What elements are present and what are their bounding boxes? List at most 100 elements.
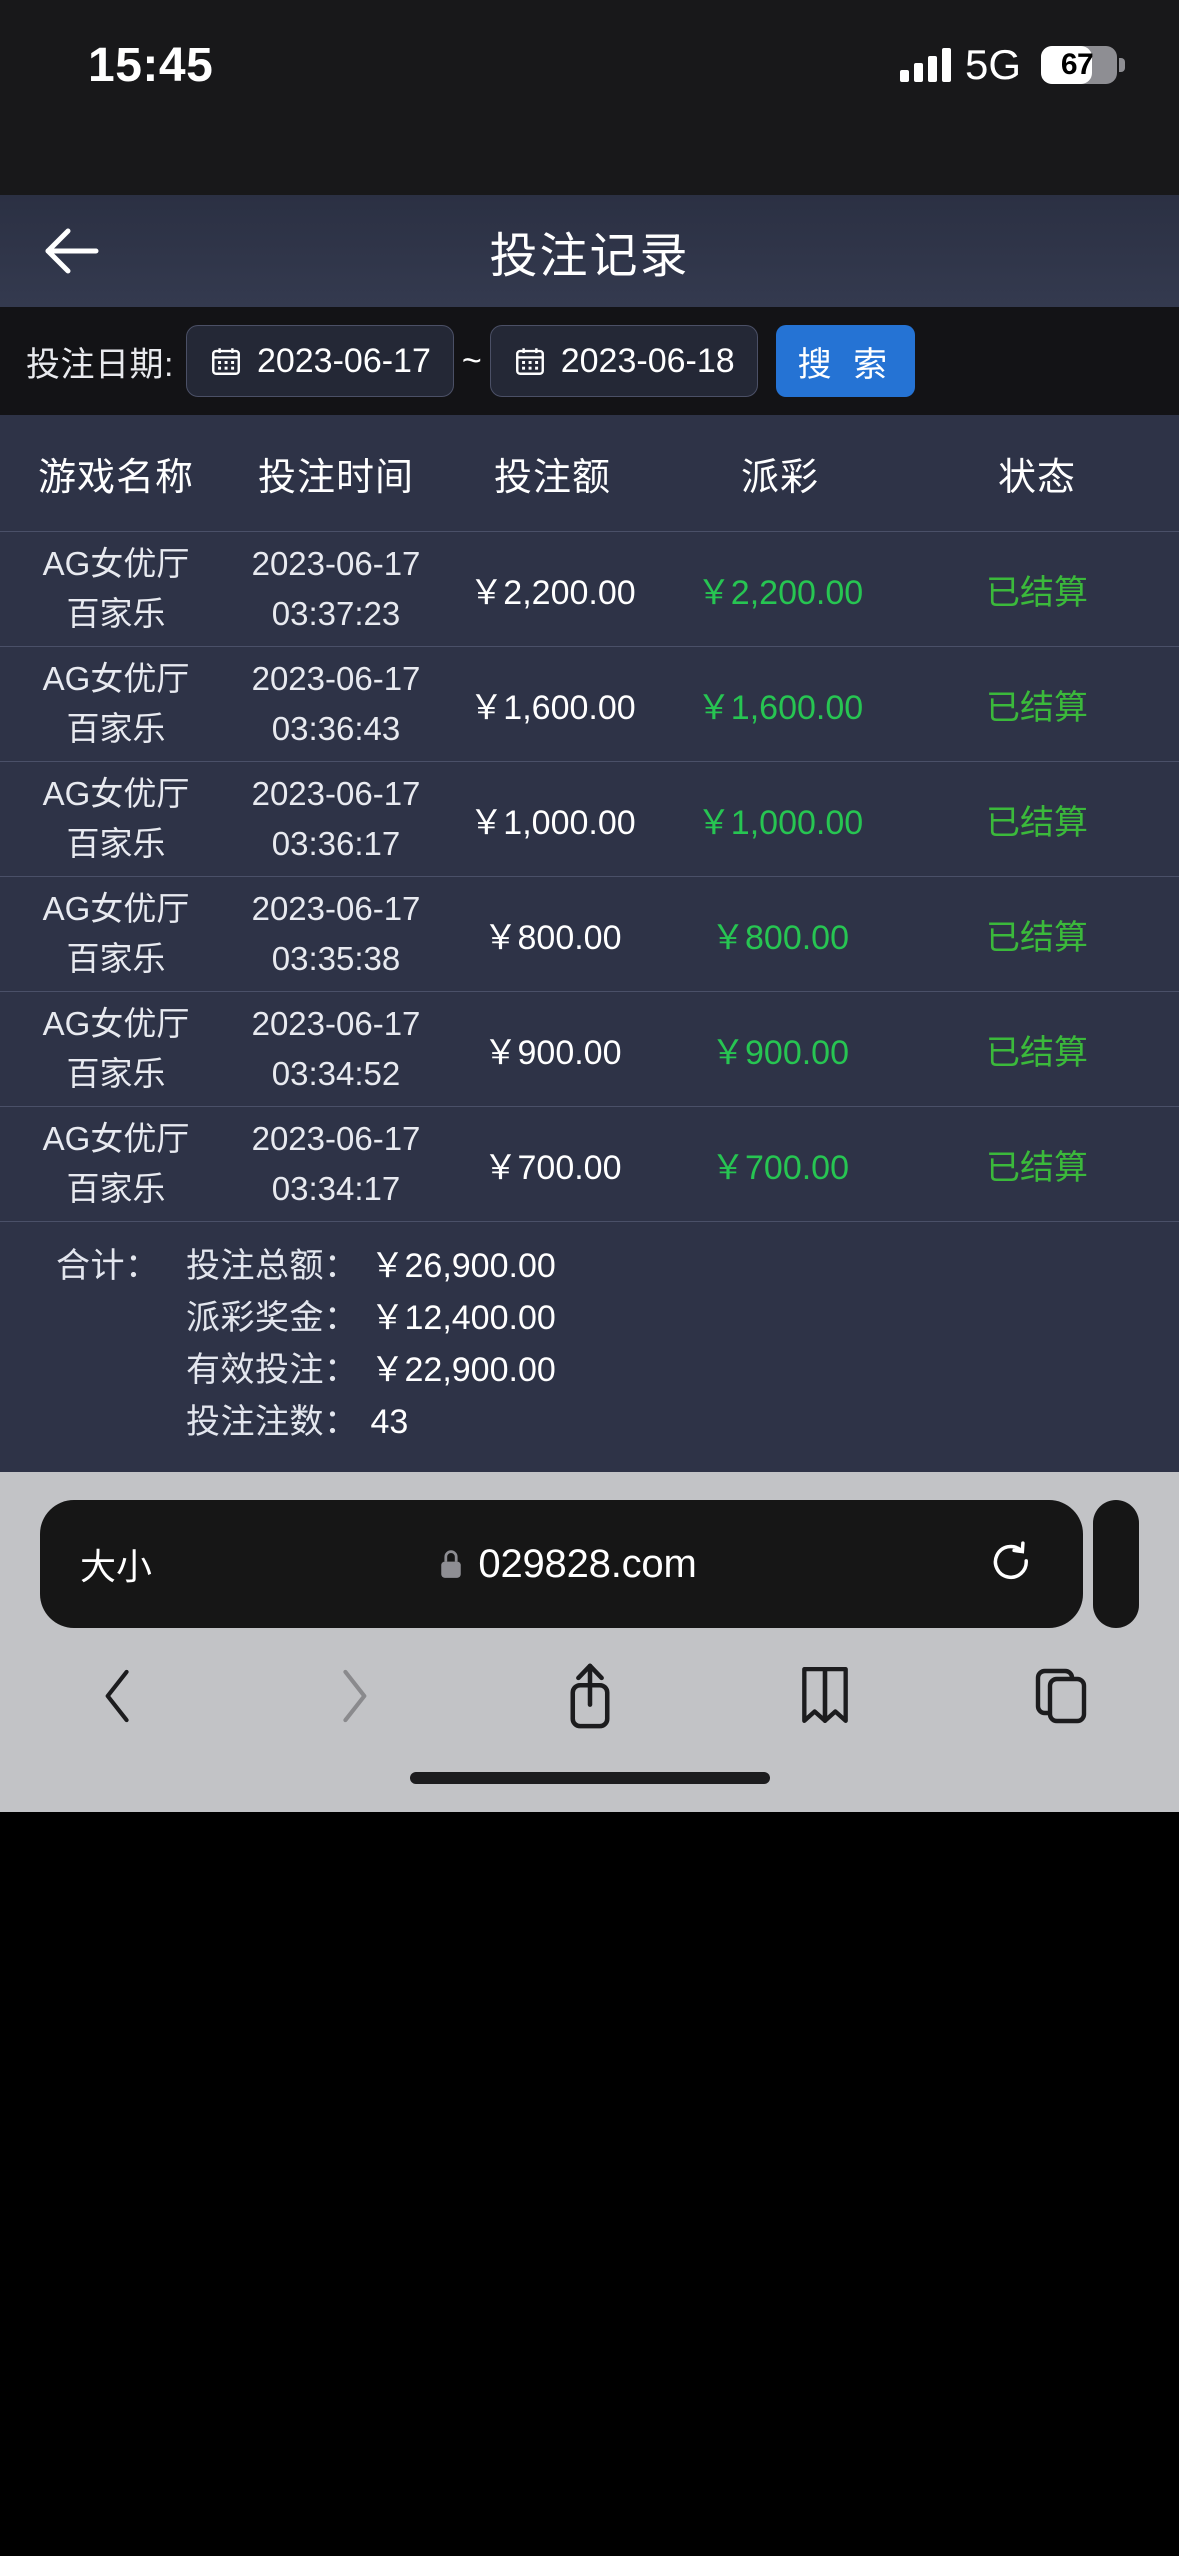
bet-time: 03:36:17 bbox=[271, 825, 401, 862]
table-row[interactable]: AG女优厅 百家乐 2023-06-17 03:36:43 ￥1,600.00 … bbox=[0, 647, 1179, 762]
status-badge: 已结算 bbox=[986, 1148, 1088, 1187]
share-icon[interactable] bbox=[544, 1654, 636, 1738]
game-hall: AG女优厅 bbox=[42, 1119, 190, 1157]
bet-date: 2023-06-17 bbox=[251, 1119, 421, 1157]
game-type: 百家乐 bbox=[66, 1170, 166, 1207]
address-bar[interactable]: 大小 029828.com bbox=[40, 1500, 1083, 1628]
bet-amount: ￥700.00 bbox=[483, 1148, 622, 1187]
table-row[interactable]: AG女优厅 百家乐 2023-06-17 03:36:17 ￥1,000.00 … bbox=[0, 762, 1179, 877]
game-type: 百家乐 bbox=[66, 825, 166, 862]
cell-time: 2023-06-17 03:37:23 bbox=[232, 539, 440, 639]
book-icon[interactable] bbox=[779, 1654, 871, 1738]
cell-status: 已结算 bbox=[895, 565, 1179, 614]
date-from-input[interactable]: 2023-06-17 bbox=[185, 325, 454, 397]
bet-time: 03:34:52 bbox=[271, 1055, 401, 1092]
status-badge: 已结算 bbox=[986, 918, 1088, 957]
page-title: 投注记录 bbox=[489, 230, 690, 283]
game-type: 百家乐 bbox=[66, 940, 166, 977]
table-row[interactable]: AG女优厅 百家乐 2023-06-17 03:35:38 ￥800.00 ￥8… bbox=[0, 877, 1179, 992]
summary-row: 投注注数： 43 bbox=[56, 1394, 1179, 1446]
filter-bar: 投注日期: 2023-06-17 ~ 2023-06-18 搜 索 bbox=[0, 307, 1179, 415]
safari-browser-chrome: 大小 029828.com bbox=[0, 1472, 1179, 1812]
summary-value-valid-bet: ￥22,900.00 bbox=[370, 1351, 556, 1389]
cell-game: AG女优厅 百家乐 bbox=[0, 884, 232, 984]
bet-amount: ￥2,200.00 bbox=[469, 573, 636, 612]
status-badge: 已结算 bbox=[986, 803, 1088, 842]
cell-status: 已结算 bbox=[895, 680, 1179, 729]
chevron-left-icon[interactable] bbox=[72, 1654, 164, 1738]
status-indicators: 5G 67 bbox=[899, 41, 1125, 89]
browser-toolbar bbox=[0, 1628, 1179, 1738]
date-filter-label: 投注日期: bbox=[26, 345, 174, 384]
cell-amount: ￥800.00 bbox=[440, 910, 665, 959]
cell-time: 2023-06-17 03:34:17 bbox=[232, 1114, 440, 1214]
game-hall: AG女优厅 bbox=[42, 544, 190, 582]
cell-payout: ￥700.00 bbox=[665, 1140, 895, 1189]
bet-amount: ￥800.00 bbox=[483, 918, 622, 957]
cell-time: 2023-06-17 03:35:38 bbox=[232, 884, 440, 984]
summary-value-total-bet: ￥26,900.00 bbox=[370, 1247, 556, 1285]
column-header-payout: 派彩 bbox=[740, 456, 819, 499]
column-header-game: 游戏名称 bbox=[37, 456, 194, 499]
bet-date: 2023-06-17 bbox=[251, 544, 421, 582]
page-header: 投注记录 bbox=[0, 195, 1179, 307]
bet-amount: ￥1,600.00 bbox=[469, 688, 636, 727]
status-time: 15:45 bbox=[88, 38, 214, 92]
payout-amount: ￥1,000.00 bbox=[696, 803, 864, 842]
back-arrow-icon[interactable] bbox=[36, 215, 108, 287]
summary-row: 有效投注： ￥22,900.00 bbox=[56, 1342, 1179, 1394]
table-row[interactable]: AG女优厅 百家乐 2023-06-17 03:34:17 ￥700.00 ￥7… bbox=[0, 1107, 1179, 1222]
adjacent-tab-edge[interactable] bbox=[1093, 1500, 1139, 1628]
summary-panel: 合计： 投注总额： ￥26,900.00 派彩奖金： ￥12,400.00 有效… bbox=[0, 1222, 1179, 1472]
cell-status: 已结算 bbox=[895, 910, 1179, 959]
bet-time: 03:35:38 bbox=[271, 940, 401, 977]
cell-status: 已结算 bbox=[895, 1140, 1179, 1189]
column-header-status: 状态 bbox=[997, 456, 1076, 499]
cell-game: AG女优厅 百家乐 bbox=[0, 654, 232, 754]
cell-status: 已结算 bbox=[895, 1025, 1179, 1074]
url-display: 029828.com bbox=[152, 1542, 983, 1587]
payout-amount: ￥2,200.00 bbox=[696, 573, 864, 612]
tabs-icon[interactable] bbox=[1015, 1654, 1107, 1738]
game-hall: AG女优厅 bbox=[42, 659, 190, 697]
chevron-right-icon bbox=[308, 1654, 400, 1738]
bet-time: 03:34:17 bbox=[271, 1170, 401, 1207]
date-from-value: 2023-06-17 bbox=[256, 341, 431, 380]
payout-amount: ￥1,600.00 bbox=[696, 688, 864, 727]
battery-percent-label: 67 bbox=[1060, 48, 1094, 81]
cell-amount: ￥700.00 bbox=[440, 1140, 665, 1189]
column-header-time: 投注时间 bbox=[257, 456, 414, 499]
search-button[interactable]: 搜 索 bbox=[775, 325, 916, 397]
reload-icon[interactable] bbox=[983, 1540, 1043, 1588]
table-row[interactable]: AG女优厅 百家乐 2023-06-17 03:34:52 ￥900.00 ￥9… bbox=[0, 992, 1179, 1107]
signal-bars-icon bbox=[899, 48, 951, 82]
battery-icon: 67 bbox=[1041, 46, 1125, 84]
bet-date: 2023-06-17 bbox=[251, 1004, 421, 1042]
game-type: 百家乐 bbox=[66, 710, 166, 747]
cell-game: AG女优厅 百家乐 bbox=[0, 1114, 232, 1214]
ios-status-bar: 15:45 5G 67 bbox=[0, 0, 1179, 112]
summary-key-payout: 派彩奖金： bbox=[186, 1299, 359, 1337]
cell-time: 2023-06-17 03:34:52 bbox=[232, 999, 440, 1099]
status-bar-spacer bbox=[0, 112, 1179, 195]
bet-time: 03:36:43 bbox=[271, 710, 401, 747]
page-settings-button[interactable]: 大小 bbox=[80, 1546, 153, 1587]
date-to-input[interactable]: 2023-06-18 bbox=[489, 325, 758, 397]
table-row[interactable]: AG女优厅 百家乐 2023-06-17 03:37:23 ￥2,200.00 … bbox=[0, 532, 1179, 647]
calendar-icon bbox=[515, 348, 544, 375]
bet-time: 03:37:23 bbox=[271, 595, 401, 632]
game-hall: AG女优厅 bbox=[42, 1004, 190, 1042]
cell-game: AG女优厅 百家乐 bbox=[0, 539, 232, 639]
summary-heading: 合计： bbox=[56, 1247, 160, 1285]
bet-amount: ￥900.00 bbox=[483, 1033, 622, 1072]
cell-payout: ￥800.00 bbox=[665, 910, 895, 959]
cell-payout: ￥2,200.00 bbox=[665, 565, 895, 614]
summary-row: 合计： 投注总额： ￥26,900.00 bbox=[56, 1238, 1179, 1290]
summary-value-payout: ￥12,400.00 bbox=[370, 1299, 556, 1337]
bet-records-table: 游戏名称 投注时间 投注额 派彩 状态 AG女优厅 百家乐 2023-06-17… bbox=[0, 415, 1179, 1472]
cell-game: AG女优厅 百家乐 bbox=[0, 769, 232, 869]
cell-amount: ￥1,600.00 bbox=[440, 680, 665, 729]
cell-payout: ￥1,000.00 bbox=[665, 795, 895, 844]
date-range-separator: ~ bbox=[461, 341, 482, 380]
date-to-value: 2023-06-18 bbox=[560, 341, 735, 380]
